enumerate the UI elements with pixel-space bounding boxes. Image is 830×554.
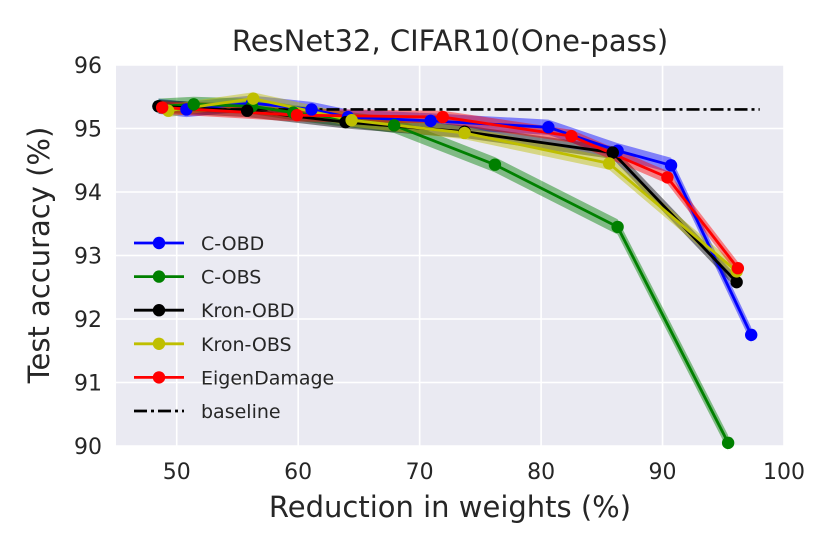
kron-obs-point bbox=[247, 92, 260, 105]
c-obs-point bbox=[488, 158, 502, 171]
chart-title: ResNet32, CIFAR10(One-pass) bbox=[232, 24, 668, 58]
c-obd-point bbox=[424, 114, 437, 128]
kron-obd-point bbox=[240, 104, 254, 117]
series-lines bbox=[158, 97, 753, 444]
kron-obs-line bbox=[168, 97, 738, 273]
legend-c-obs-label: C-OBS bbox=[201, 267, 261, 289]
y-tick-label: 90 bbox=[74, 435, 102, 460]
kron-obd-band bbox=[158, 99, 737, 289]
legend-eigendamage-marker bbox=[152, 371, 166, 384]
y-tick-label: 92 bbox=[74, 308, 102, 333]
legend-kron-obd-label: Kron-OBD bbox=[201, 300, 295, 322]
kron-obs-point bbox=[458, 126, 471, 140]
x-tick-label: 50 bbox=[163, 460, 191, 485]
c-obd-point bbox=[664, 159, 678, 172]
legend-c-obd-label: C-OBD bbox=[201, 233, 264, 255]
eigendamage-point bbox=[290, 108, 304, 122]
y-axis-ticks: 90 91 92 93 94 95 96 bbox=[74, 54, 102, 460]
eigendamage-point bbox=[565, 129, 578, 143]
eigendamage-point bbox=[731, 262, 745, 275]
legend-baseline-label: baseline bbox=[201, 401, 281, 423]
kron-obd-point bbox=[730, 275, 743, 289]
eigendamage-line bbox=[162, 106, 739, 270]
y-tick-label: 91 bbox=[74, 372, 102, 397]
kron-obs-point bbox=[602, 157, 616, 170]
eigendamage-point bbox=[155, 101, 169, 114]
kron-obs-point bbox=[345, 114, 358, 127]
legend-c-obs-marker bbox=[152, 270, 166, 283]
legend: C-OBD C-OBS Kron-OBD Kron-OBS EigenDamage bas… bbox=[134, 233, 334, 423]
c-obd-point bbox=[745, 328, 758, 342]
kron-obd-point bbox=[606, 146, 619, 159]
y-tick-label: 94 bbox=[74, 181, 102, 206]
legend-kron-obd-marker bbox=[152, 304, 166, 317]
y-tick-label: 93 bbox=[74, 245, 102, 270]
x-tick-label: 70 bbox=[406, 460, 434, 485]
c-obd-point bbox=[305, 103, 318, 116]
c-obs-point bbox=[611, 220, 624, 234]
x-tick-label: 60 bbox=[284, 460, 312, 485]
legend-kron-obs-marker bbox=[152, 337, 166, 350]
series-markers bbox=[152, 92, 758, 450]
y-tick-label: 96 bbox=[74, 54, 102, 79]
c-obs-point bbox=[721, 436, 735, 450]
eigendamage-point bbox=[436, 110, 449, 124]
x-tick-label: 80 bbox=[527, 460, 555, 485]
legend-kron-obs-label: Kron-OBS bbox=[201, 334, 292, 356]
y-axis-label: Test accuracy (%) bbox=[22, 127, 56, 385]
x-axis-ticks: 50 60 70 80 90 100 bbox=[163, 460, 805, 485]
x-axis-label: Reduction in weights (%) bbox=[269, 490, 631, 524]
eigendamage-point bbox=[661, 171, 674, 184]
c-obd-point bbox=[542, 121, 555, 134]
y-tick-label: 95 bbox=[74, 118, 102, 143]
legend-c-obd-marker bbox=[152, 236, 166, 250]
x-tick-label: 100 bbox=[763, 460, 805, 485]
x-tick-label: 90 bbox=[649, 460, 677, 485]
c-obs-point bbox=[187, 98, 200, 111]
c-obs-point bbox=[387, 119, 401, 132]
legend-eigendamage-label: EigenDamage bbox=[201, 367, 334, 389]
